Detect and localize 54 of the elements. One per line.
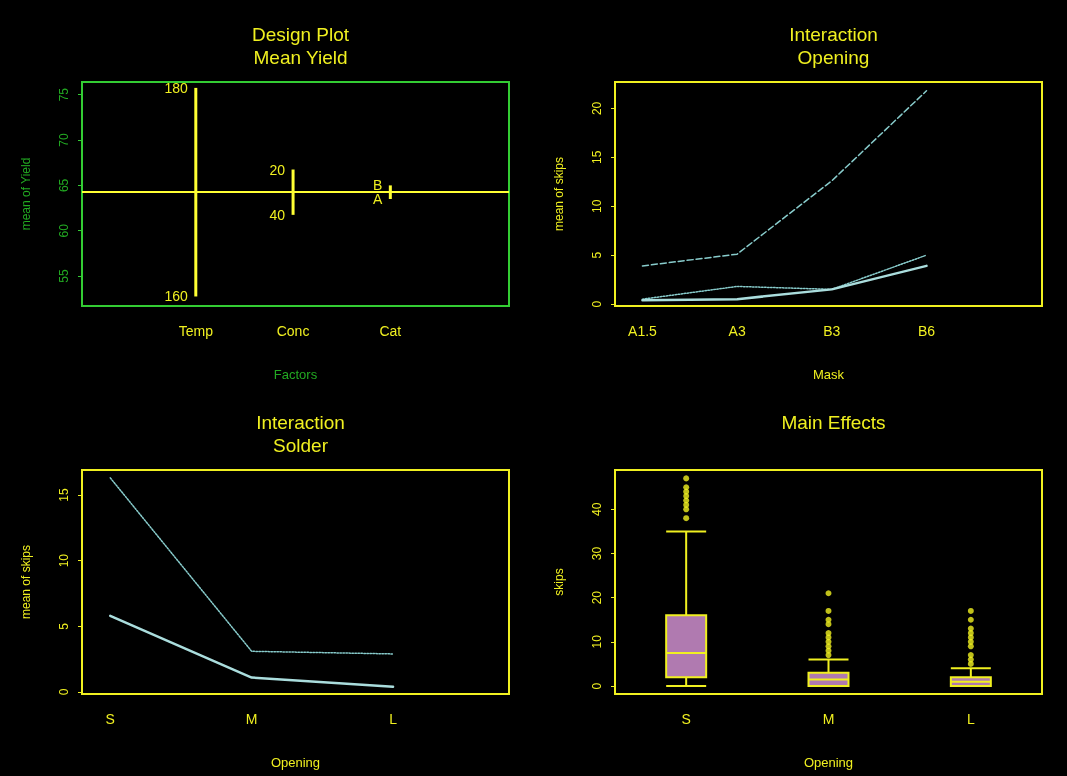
chart-title: Design Plot: [251, 24, 350, 45]
y-tick-label: 0: [590, 682, 604, 690]
y-tick-label: 65: [57, 178, 71, 193]
x-tick-label: A3: [728, 323, 746, 339]
chart-subtitle: Solder: [273, 435, 329, 456]
chart-subtitle: Mean Yield: [253, 47, 348, 68]
x-axis-title: Factors: [273, 367, 318, 382]
annotation: 20: [269, 161, 286, 178]
line-series: [641, 264, 928, 302]
x-tick-label: B3: [823, 323, 841, 339]
chart-title: Interaction: [789, 24, 878, 45]
y-tick-label: 10: [57, 553, 71, 568]
y-tick-label: 60: [57, 223, 71, 238]
annotation: 180: [164, 79, 189, 96]
y-tick-label: 20: [590, 101, 604, 116]
y-tick-label: 5: [590, 251, 604, 259]
x-axis-title: Opening: [270, 755, 321, 770]
y-tick-label: 20: [590, 590, 604, 605]
y-axis-title: mean of Yield: [19, 157, 33, 231]
x-tick-label: S: [681, 711, 691, 727]
y-tick-label: 30: [590, 546, 604, 561]
y-tick-label: 0: [590, 300, 604, 308]
x-tick-label: S: [105, 711, 115, 727]
y-axis-title: skips: [552, 568, 566, 596]
x-tick-label: Cat: [379, 323, 402, 339]
line-series: [641, 254, 928, 300]
y-tick-label: 40: [590, 502, 604, 516]
y-tick-label: 70: [57, 133, 71, 147]
x-tick-label: M: [245, 711, 258, 727]
x-tick-label: Conc: [276, 323, 310, 339]
y-tick-label: 5: [57, 622, 71, 630]
x-tick-label: L: [966, 711, 975, 727]
y-tick-label: 55: [57, 269, 71, 283]
annotation: 40: [269, 206, 286, 223]
annotation: 160: [164, 288, 189, 305]
x-axis-title: Mask: [812, 367, 845, 382]
x-tick-label: L: [389, 711, 398, 727]
x-tick-label: Temp: [178, 323, 214, 339]
y-tick-label: 15: [590, 150, 604, 164]
y-tick-label: 10: [590, 634, 604, 649]
chart-title: Main Effects: [781, 412, 886, 433]
x-tick-label: M: [822, 711, 835, 727]
x-tick-label: A1.5: [628, 323, 658, 339]
y-tick-label: 75: [57, 87, 71, 102]
y-axis-title: mean of skips: [552, 156, 566, 232]
y-tick-label: 15: [57, 487, 71, 502]
x-axis-title: Opening: [803, 755, 854, 770]
y-axis-title: mean of skips: [19, 544, 33, 620]
line-series: [641, 90, 928, 267]
y-tick-label: 0: [57, 688, 71, 696]
chart-subtitle: Opening: [797, 47, 870, 68]
y-tick-label: 10: [590, 199, 604, 213]
x-tick-label: B6: [917, 323, 936, 339]
chart-title: Interaction: [256, 412, 345, 433]
